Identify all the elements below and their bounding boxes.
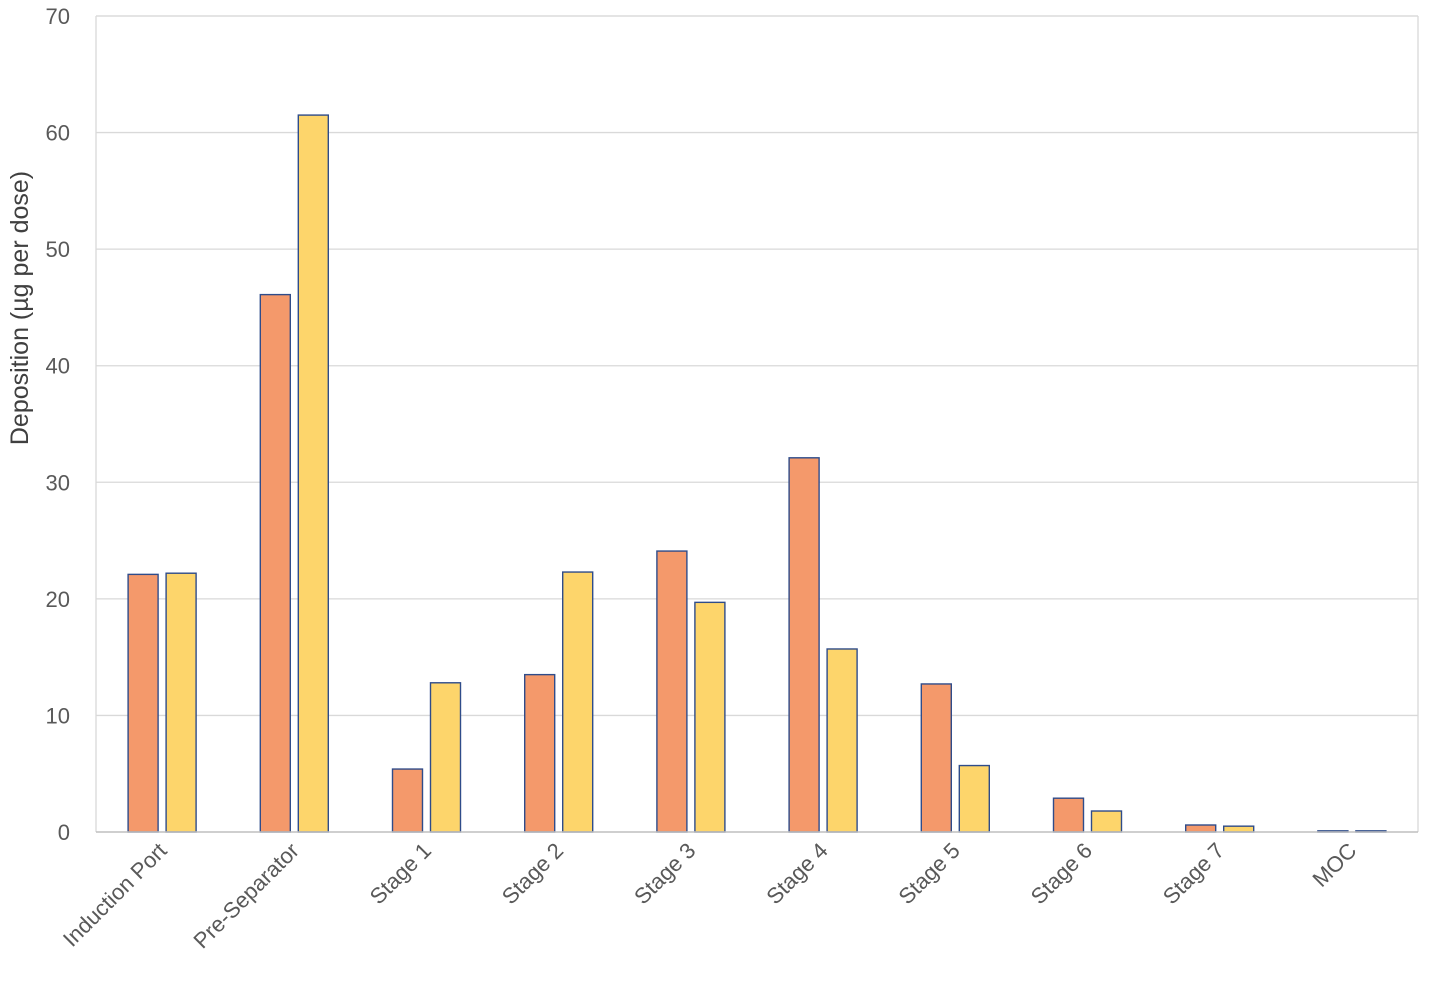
bar-series-1-2: [391, 768, 424, 833]
bar-series-2-6: [958, 764, 990, 833]
y-tick-label: 50: [46, 237, 70, 262]
x-tick-label: MOC: [1307, 838, 1361, 892]
bar-series-1-5: [788, 457, 820, 833]
bar-series-2-5: [826, 648, 858, 833]
bar-series-1-4: [656, 550, 688, 833]
bar-series-2-4: [694, 601, 726, 833]
bar-series-1-1: [259, 293, 291, 833]
axes: 0 10 20 30 40 50 60 70 Induction Port Pre-Separat…: [46, 4, 1419, 953]
x-tick-label: Induction Port: [58, 838, 172, 952]
x-tick-label: Pre-Separator: [188, 838, 303, 953]
x-tick-label: Stage 3: [629, 838, 700, 909]
x-tick-label: Stage 4: [761, 838, 832, 909]
y-tick-label: 0: [58, 820, 70, 845]
x-tick-label: Stage 1: [365, 838, 436, 909]
bar-series-2-7: [1090, 810, 1123, 833]
y-axis-title: Deposition (µg per dose): [6, 171, 34, 445]
bar-series-2-2: [429, 682, 462, 833]
bar-series-1-0: [127, 573, 159, 833]
bar-series-1-8: [1184, 824, 1217, 833]
y-tick-label: 60: [46, 121, 70, 146]
bar-series-2-8: [1222, 825, 1255, 833]
bar-series-1-3: [524, 673, 556, 833]
y-tick-label: 70: [46, 4, 70, 29]
bar-series-1-7: [1052, 797, 1085, 833]
bar-series-2-3: [562, 571, 594, 833]
bar-series-2-0: [165, 572, 197, 833]
bar-series-2-1: [297, 114, 329, 833]
x-tick-label: Stage 2: [497, 838, 568, 909]
y-tick-label: 10: [46, 703, 70, 728]
x-tick-label: Stage 7: [1158, 838, 1229, 909]
gridlines: [96, 15, 1418, 717]
bars: [127, 114, 1387, 833]
bar-series-1-6: [920, 683, 952, 833]
x-tick-label: Stage 5: [894, 838, 965, 909]
y-tick-label: 20: [46, 587, 70, 612]
y-tick-label: 40: [46, 354, 70, 379]
y-tick-label: 30: [46, 470, 70, 495]
x-tick-label: Stage 6: [1026, 838, 1097, 909]
